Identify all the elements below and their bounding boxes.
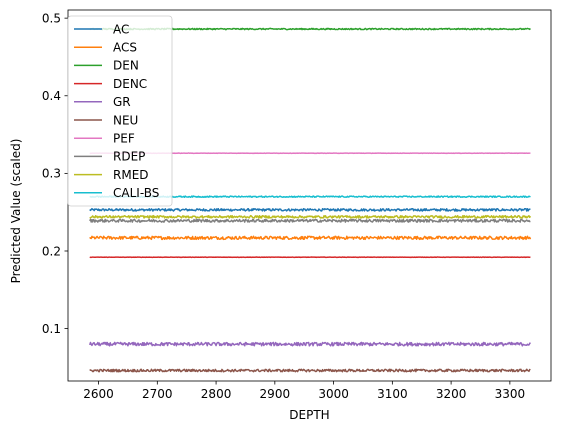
y-axis-title: Predicted Value (scaled): [9, 139, 23, 284]
legend: AC ACS DEN DENC GR NEU PEF RDEP RMED CALI-BS: [68, 16, 172, 206]
legend-label-cali-bs: CALI-BS: [113, 186, 159, 200]
y-tick-label: 0.1: [42, 322, 61, 336]
legend-label-rdep: RDEP: [113, 150, 145, 164]
x-tick-label: 2900: [260, 387, 291, 401]
x-tick-label: 2800: [201, 387, 232, 401]
legend-label-rmed: RMED: [113, 168, 149, 182]
legend-label-den: DEN: [113, 59, 139, 73]
y-tick-label: 0.5: [42, 11, 61, 25]
x-tick-label: 3300: [495, 387, 526, 401]
legend-label-denc: DENC: [113, 77, 147, 91]
y-tick-label: 0.4: [42, 89, 61, 103]
y-tick-label: 0.3: [42, 167, 61, 181]
x-tick-label: 3200: [436, 387, 467, 401]
legend-label-pef: PEF: [113, 132, 135, 146]
legend-label-gr: GR: [113, 95, 131, 109]
x-tick-label: 2600: [83, 387, 114, 401]
x-tick-label: 3100: [377, 387, 408, 401]
legend-label-neu: NEU: [113, 113, 138, 127]
y-tick-label: 0.2: [42, 244, 61, 258]
x-tick-label: 2700: [142, 387, 173, 401]
legend-label-acs: ACS: [113, 41, 137, 55]
legend-label-ac: AC: [113, 22, 129, 36]
x-tick-label: 3000: [318, 387, 349, 401]
x-axis-title: DEPTH: [289, 408, 329, 422]
